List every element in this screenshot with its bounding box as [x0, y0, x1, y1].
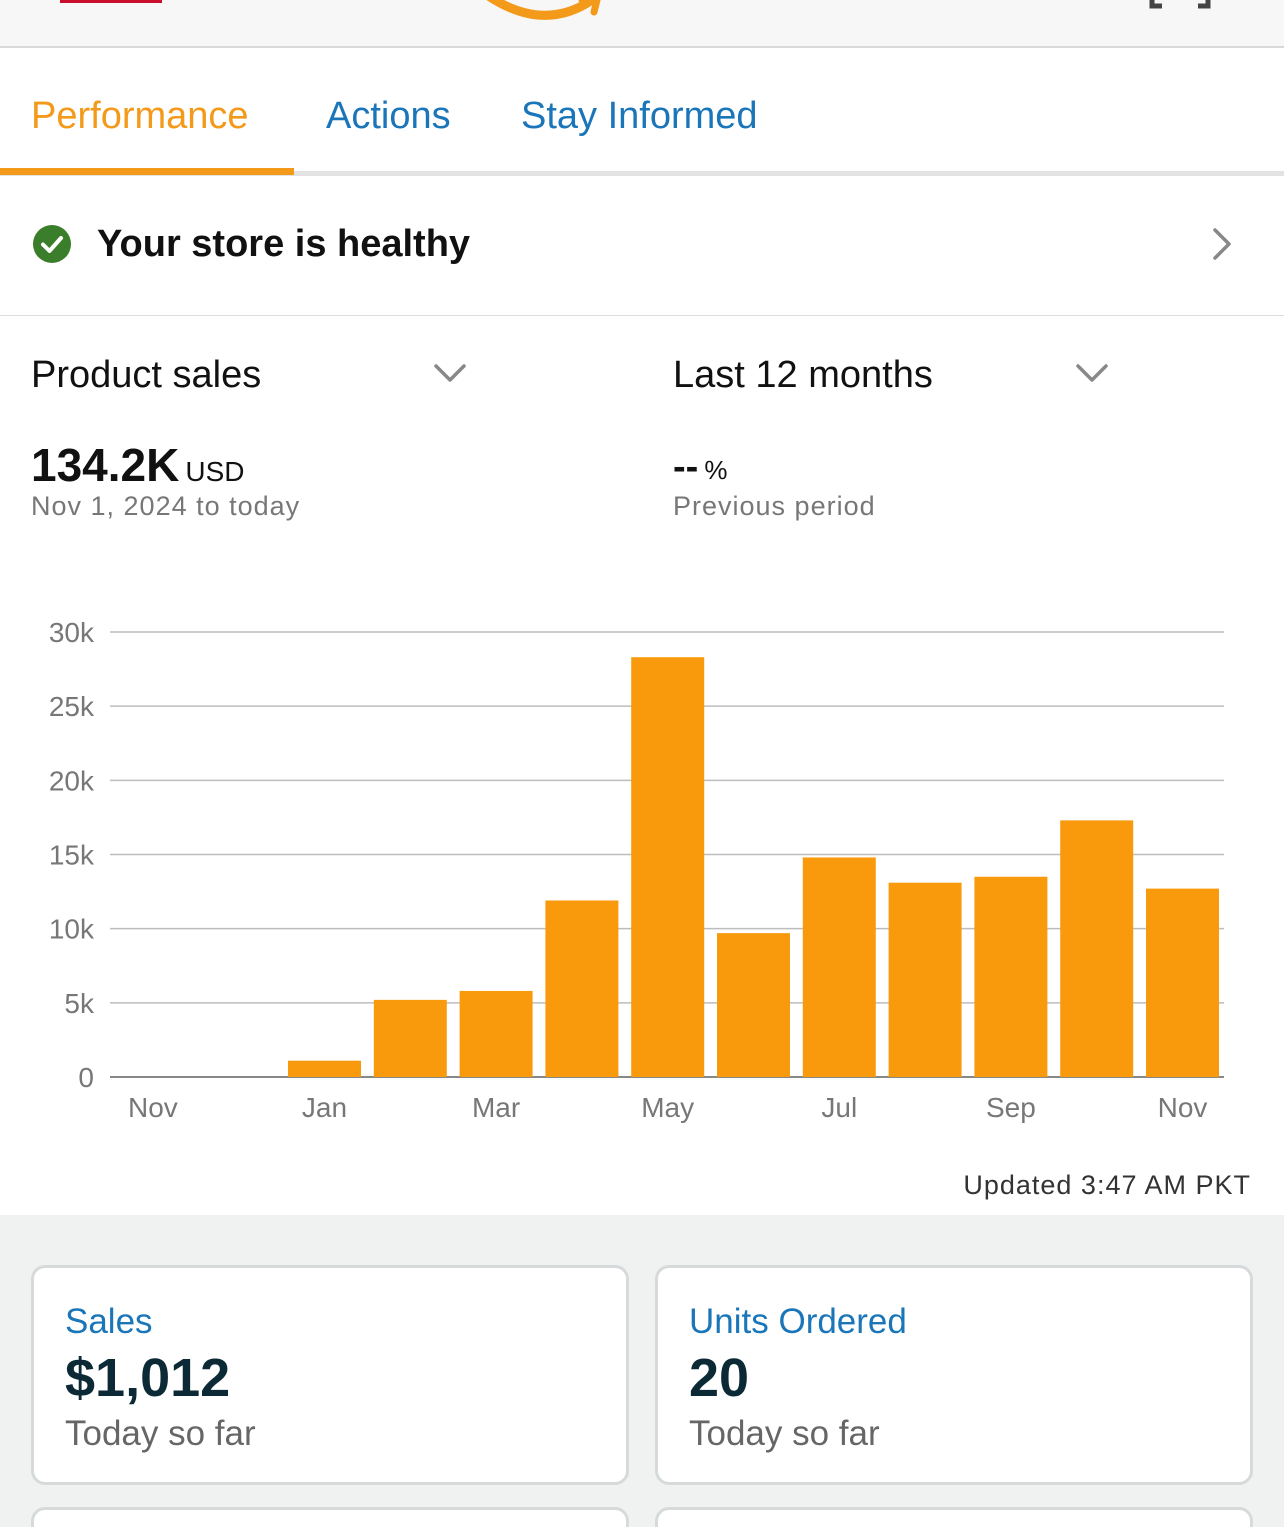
chart-bar [373, 999, 447, 1077]
tab-bar: Performance Actions Stay Informed [0, 50, 1284, 176]
chart-bar [288, 1060, 361, 1077]
chart-bar [717, 933, 790, 1077]
compare-label: Previous period [673, 491, 876, 521]
tab-stay-informed[interactable]: Stay Informed [521, 95, 758, 137]
compare-unit: % [704, 455, 728, 485]
chart-bar [1146, 888, 1219, 1077]
compare-value: --% [673, 444, 727, 493]
x-tick-label: Nov [1158, 1092, 1208, 1123]
period-dropdown[interactable]: Last 12 months [673, 352, 1113, 398]
tab-performance[interactable]: Performance [31, 95, 249, 137]
y-tick-label: 20k [49, 765, 95, 796]
sales-card-sub: Today so far [65, 1414, 256, 1453]
units-card-value: 20 [689, 1348, 750, 1408]
units-ordered-card[interactable]: Units Ordered 20 Today so far [655, 1265, 1253, 1485]
active-tab-indicator [0, 168, 294, 175]
total-sales-amount: 134.2K [31, 439, 180, 491]
next-card-left[interactable] [31, 1507, 629, 1527]
chevron-down-icon [434, 364, 466, 382]
store-health-message: Your store is healthy [97, 223, 471, 265]
sales-card-title: Sales [65, 1302, 153, 1341]
metric-dropdown-value: Product sales [31, 354, 262, 396]
store-health-row[interactable]: Your store is healthy [0, 176, 1284, 316]
y-tick-label: 5k [64, 988, 95, 1019]
metric-cards-area: Sales $1,012 Today so far Units Ordered … [0, 1215, 1284, 1527]
amazon-smile-logo [486, 0, 601, 20]
chart-bar [974, 876, 1048, 1077]
compare-amount: -- [673, 446, 699, 488]
chevron-right-icon [1213, 228, 1231, 260]
x-tick-label: Jul [821, 1092, 857, 1123]
total-sales-range: Nov 1, 2024 to today [31, 491, 301, 521]
y-tick-label: 15k [49, 840, 95, 871]
chevron-down-icon [1076, 364, 1108, 382]
tab-actions[interactable]: Actions [326, 95, 451, 137]
x-tick-label: May [641, 1092, 694, 1123]
total-sales-value: 134.2K USD [31, 440, 244, 497]
updated-timestamp: Updated 3:47 AM PKT [963, 1170, 1251, 1200]
y-tick-label: 10k [49, 914, 95, 945]
chart-bar [1060, 820, 1134, 1077]
y-tick-label: 30k [49, 617, 95, 648]
period-dropdown-value: Last 12 months [673, 354, 933, 396]
chart-bar [545, 900, 619, 1077]
chart-bar [631, 657, 705, 1077]
x-tick-label: Jan [302, 1092, 347, 1123]
sales-card[interactable]: Sales $1,012 Today so far [31, 1265, 629, 1485]
units-card-title: Units Ordered [689, 1302, 907, 1341]
top-bar [0, 0, 1284, 48]
x-tick-label: Mar [472, 1092, 520, 1123]
y-tick-label: 25k [49, 691, 95, 722]
check-circle-icon [33, 225, 71, 263]
x-tick-label: Sep [986, 1092, 1036, 1123]
chart-bar [459, 990, 533, 1077]
y-tick-label: 0 [78, 1062, 94, 1093]
chart-bar [888, 882, 962, 1077]
x-tick-label: Nov [128, 1092, 178, 1123]
sales-card-value: $1,012 [65, 1348, 231, 1408]
total-sales-unit: USD [185, 456, 245, 487]
scan-icon[interactable] [1148, 0, 1212, 12]
next-card-right[interactable] [655, 1507, 1253, 1527]
sales-bar-chart: 0 5k 10k 15k 20k 25k 30k Nov Jan Mar May Jul Sep Nov [49, 617, 1224, 1123]
metric-dropdown[interactable]: Product sales [31, 352, 471, 398]
tab-track [0, 171, 1284, 176]
units-card-sub: Today so far [689, 1414, 880, 1453]
us-flag-icon[interactable] [60, 0, 162, 10]
chart-bar [802, 857, 876, 1077]
